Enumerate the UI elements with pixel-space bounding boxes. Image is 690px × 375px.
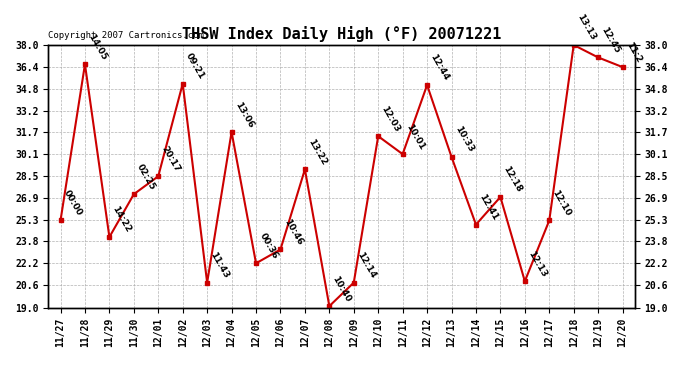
Text: 14:05: 14:05 xyxy=(86,32,108,62)
Text: 12:10: 12:10 xyxy=(551,189,573,218)
Text: 14:22: 14:22 xyxy=(111,205,133,234)
Text: 13:13: 13:13 xyxy=(575,13,598,42)
Text: 12:41: 12:41 xyxy=(477,192,500,222)
Text: 12:14: 12:14 xyxy=(355,251,377,280)
Text: 13:22: 13:22 xyxy=(306,137,328,166)
Text: 00:36: 00:36 xyxy=(257,231,279,261)
Text: 12:03: 12:03 xyxy=(380,104,402,134)
Text: 00:00: 00:00 xyxy=(62,189,83,217)
Text: 12:18: 12:18 xyxy=(502,165,524,194)
Text: 10:01: 10:01 xyxy=(404,122,426,152)
Text: 10:40: 10:40 xyxy=(331,274,353,303)
Text: 12:45: 12:45 xyxy=(600,25,622,55)
Text: 02:25: 02:25 xyxy=(135,162,157,191)
Text: 10:46: 10:46 xyxy=(282,217,304,247)
Text: 10:33: 10:33 xyxy=(453,125,475,154)
Text: 11:43: 11:43 xyxy=(208,251,230,280)
Text: 11:2: 11:2 xyxy=(624,40,643,64)
Text: 20:17: 20:17 xyxy=(159,144,181,174)
Title: THSW Index Daily High (°F) 20071221: THSW Index Daily High (°F) 20071221 xyxy=(182,27,501,42)
Text: 12:44: 12:44 xyxy=(428,53,451,82)
Text: 13:06: 13:06 xyxy=(233,100,255,129)
Text: 12:13: 12:13 xyxy=(526,249,549,279)
Text: 09:21: 09:21 xyxy=(184,52,206,81)
Text: Copyright 2007 Cartronics.com: Copyright 2007 Cartronics.com xyxy=(48,31,204,40)
